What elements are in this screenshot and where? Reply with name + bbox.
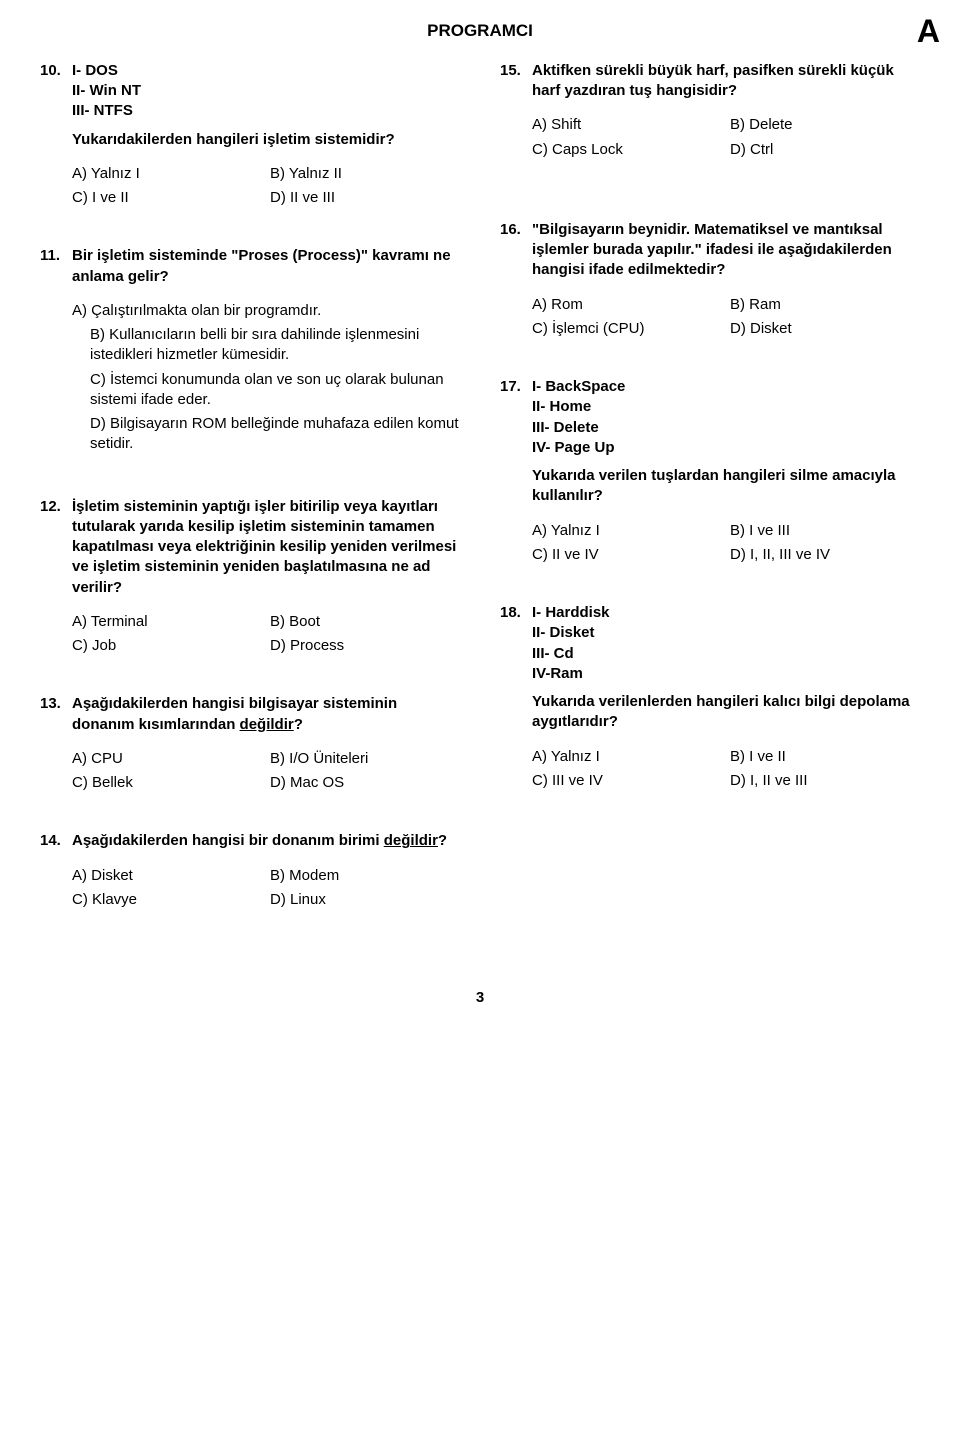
option-b: B) Kullanıcıların belli bir sıra dahilin…	[72, 325, 460, 366]
option-d: D) Process	[270, 636, 460, 656]
question-text-underlined: değildir	[384, 832, 438, 849]
option-a: A) Yalnız I	[532, 521, 722, 541]
question-number: 17.	[500, 377, 532, 397]
question-15: 15. Aktifken sürekli büyük harf, pasifke…	[500, 61, 920, 160]
question-text: Yukarıda verilen tuşlardan hangileri sil…	[532, 466, 920, 507]
question-10: 10. I- DOS II- Win NT III- NTFS Yukarıda…	[40, 61, 460, 209]
question-text-underlined: değildir	[240, 716, 294, 733]
question-number: 16.	[500, 220, 532, 240]
question-prelist: I- DOS II- Win NT III- NTFS	[72, 61, 460, 122]
question-number: 15.	[500, 61, 532, 81]
option-c: C) Job	[72, 636, 262, 656]
option-c: C) Bellek	[72, 773, 262, 793]
option-b: B) Modem	[270, 866, 460, 886]
question-text-before: Aşağıdakilerden hangisi bir donanım biri…	[72, 832, 384, 849]
option-d: D) II ve III	[270, 188, 460, 208]
option-a: A) Disket	[72, 866, 262, 886]
question-number: 10.	[40, 61, 72, 81]
question-14: 14. Aşağıdakilerden hangisi bir donanım …	[40, 831, 460, 910]
question-text: Yukarıdakilerden hangileri işletim siste…	[72, 130, 460, 150]
option-d: D) I, II, III ve IV	[730, 545, 920, 565]
question-options: A) Disket B) Modem C) Klavye D) Linux	[72, 866, 460, 911]
option-d: D) Mac OS	[270, 773, 460, 793]
content-columns: 10. I- DOS II- Win NT III- NTFS Yukarıda…	[40, 61, 920, 948]
question-13: 13. Aşağıdakilerden hangisi bilgisayar s…	[40, 694, 460, 793]
question-options: A) CPU B) I/O Üniteleri C) Bellek D) Mac…	[72, 749, 460, 794]
question-text: "Bilgisayarın beynidir. Matematiksel ve …	[532, 220, 920, 281]
question-text: Aktifken sürekli büyük harf, pasifken sü…	[532, 61, 920, 102]
question-options: A) Çalıştırılmakta olan bir programdır. …	[72, 301, 460, 455]
option-b: B) Delete	[730, 115, 920, 135]
option-d: D) Ctrl	[730, 140, 920, 160]
option-c: C) İşlemci (CPU)	[532, 319, 722, 339]
option-c: C) III ve IV	[532, 771, 722, 791]
question-number: 14.	[40, 831, 72, 851]
question-number: 12.	[40, 497, 72, 517]
question-18: 18. I- Harddisk II- Disket III- Cd IV-Ra…	[500, 603, 920, 791]
option-b: B) Boot	[270, 612, 460, 632]
option-a: A) Yalnız I	[72, 164, 262, 184]
question-text-after: ?	[438, 832, 447, 849]
option-b: B) I ve III	[730, 521, 920, 541]
option-b: B) I/O Üniteleri	[270, 749, 460, 769]
question-options: A) Yalnız I B) I ve III C) II ve IV D) I…	[532, 521, 920, 566]
option-c: C) I ve II	[72, 188, 262, 208]
option-a: A) Terminal	[72, 612, 262, 632]
option-a: A) Shift	[532, 115, 722, 135]
option-a: A) Rom	[532, 295, 722, 315]
question-text: Yukarıda verilenlerden hangileri kalıcı …	[532, 692, 920, 733]
option-c: C) İstemci konumunda olan ve son uç olar…	[72, 370, 460, 411]
question-text: Aşağıdakilerden hangisi bir donanım biri…	[72, 831, 460, 851]
booklet-letter: A	[917, 10, 940, 53]
question-number: 11.	[40, 246, 72, 266]
option-a: A) Çalıştırılmakta olan bir programdır.	[72, 301, 460, 321]
question-text-before: Aşağıdakilerden hangisi bilgisayar siste…	[72, 695, 397, 732]
option-c: C) Caps Lock	[532, 140, 722, 160]
question-17: 17. I- BackSpace II- Home III- Delete IV…	[500, 377, 920, 565]
option-d: D) Linux	[270, 890, 460, 910]
question-text: İşletim sisteminin yaptığı işler bitiril…	[72, 497, 460, 598]
question-number: 13.	[40, 694, 72, 714]
option-b: B) Yalnız II	[270, 164, 460, 184]
question-text: Aşağıdakilerden hangisi bilgisayar siste…	[72, 694, 460, 735]
option-d: D) I, II ve III	[730, 771, 920, 791]
option-c: C) II ve IV	[532, 545, 722, 565]
question-16: 16. "Bilgisayarın beynidir. Matematiksel…	[500, 220, 920, 339]
page-header: PROGRAMCI A	[40, 20, 920, 43]
page-number: 3	[40, 988, 920, 1008]
option-a: A) CPU	[72, 749, 262, 769]
right-column: 15. Aktifken sürekli büyük harf, pasifke…	[500, 61, 920, 948]
option-a: A) Yalnız I	[532, 747, 722, 767]
question-prelist: I- BackSpace II- Home III- Delete IV- Pa…	[532, 377, 920, 458]
question-options: A) Shift B) Delete C) Caps Lock D) Ctrl	[532, 115, 920, 160]
header-title: PROGRAMCI	[427, 21, 533, 40]
option-d: D) Bilgisayarın ROM belleğinde muhafaza …	[72, 414, 460, 455]
option-c: C) Klavye	[72, 890, 262, 910]
question-12: 12. İşletim sisteminin yaptığı işler bit…	[40, 497, 460, 657]
question-options: A) Rom B) Ram C) İşlemci (CPU) D) Disket	[532, 295, 920, 340]
option-b: B) Ram	[730, 295, 920, 315]
question-prelist: I- Harddisk II- Disket III- Cd IV-Ram	[532, 603, 920, 684]
option-b: B) I ve II	[730, 747, 920, 767]
question-text: Bir işletim sisteminde "Proses (Process)…	[72, 246, 460, 287]
question-text-after: ?	[294, 716, 303, 733]
option-d: D) Disket	[730, 319, 920, 339]
question-options: A) Yalnız I B) Yalnız II C) I ve II D) I…	[72, 164, 460, 209]
question-11: 11. Bir işletim sisteminde "Proses (Proc…	[40, 246, 460, 458]
question-options: A) Terminal B) Boot C) Job D) Process	[72, 612, 460, 657]
question-options: A) Yalnız I B) I ve II C) III ve IV D) I…	[532, 747, 920, 792]
left-column: 10. I- DOS II- Win NT III- NTFS Yukarıda…	[40, 61, 460, 948]
question-number: 18.	[500, 603, 532, 623]
